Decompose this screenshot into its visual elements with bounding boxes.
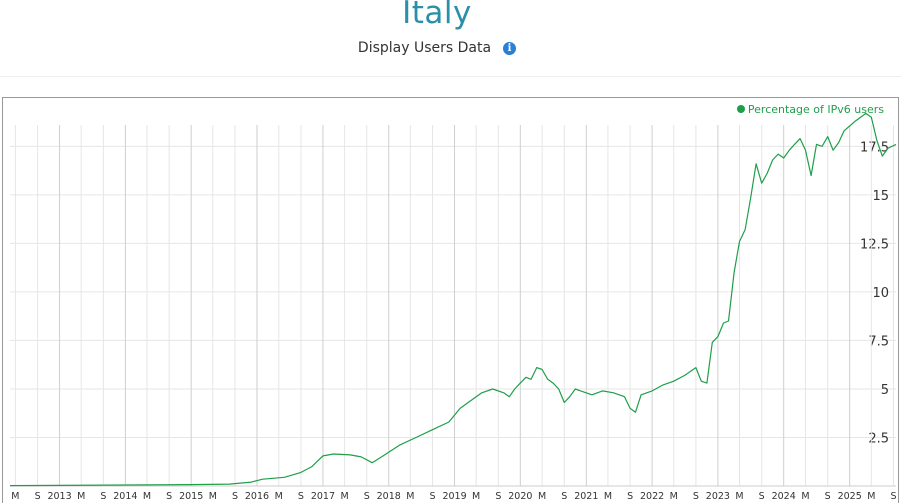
legend-label: Percentage of IPv6 users (747, 103, 884, 116)
x-tick-label: M (406, 491, 414, 502)
x-tick-label: 2018 (377, 491, 401, 502)
y-tick-label: 5 (881, 383, 889, 398)
legend[interactable]: Percentage of IPv6 users (736, 103, 884, 116)
x-tick-label: M (209, 491, 217, 502)
x-tick-label: M (472, 491, 480, 502)
x-tick-label: 2017 (311, 491, 335, 502)
x-tick-label: 2024 (772, 491, 796, 502)
x-tick-label: 2013 (47, 491, 71, 502)
x-tick-label: S (232, 491, 238, 502)
x-tick-label: M (735, 491, 743, 502)
x-tick-label: 2023 (706, 491, 730, 502)
x-tick-label: S (430, 491, 436, 502)
chart-frame (2, 97, 899, 503)
x-tick-label: M (340, 491, 348, 502)
x-tick-label: 2016 (245, 491, 269, 502)
x-tick-label: S (166, 491, 172, 502)
x-tick-label: M (604, 491, 612, 502)
x-tick-label: M (538, 491, 546, 502)
x-tick-label: S (364, 491, 370, 502)
x-tick-label: M (11, 491, 19, 502)
x-tick-label: M (801, 491, 809, 502)
series-line (9, 112, 897, 487)
page-title: Italy (402, 0, 472, 31)
x-tick-label: M (143, 491, 151, 502)
y-tick-label: 12.5 (860, 237, 889, 252)
x-tick-label: S (825, 491, 831, 502)
y-tick-label: 2.5 (868, 431, 889, 446)
x-tick-label: S (35, 491, 41, 502)
y-tick-label: 15 (872, 189, 889, 204)
x-tick-label: M (867, 491, 875, 502)
x-tick-label: M (77, 491, 85, 502)
y-tick-label: 10 (872, 286, 889, 301)
x-tick-label: 2019 (442, 491, 466, 502)
x-tick-label: M (670, 491, 678, 502)
x-tick-label: 2022 (640, 491, 664, 502)
x-tick-label: 2020 (508, 491, 532, 502)
x-tick-label: S (495, 491, 501, 502)
x-tick-label: 2021 (574, 491, 598, 502)
info-circle-icon[interactable]: i (503, 42, 517, 55)
divider (0, 76, 901, 77)
subtitle-row: Display Users Data i (0, 40, 874, 56)
y-tick-label: 17.5 (860, 140, 889, 155)
x-tick-label: S (759, 491, 765, 502)
x-tick-label: 2015 (179, 491, 203, 502)
x-tick-label: M (275, 491, 283, 502)
x-tick-label: S (298, 491, 304, 502)
x-tick-label: S (627, 491, 633, 502)
legend-marker-icon (736, 105, 745, 113)
x-tick-label: S (100, 491, 106, 502)
x-tick-label: S (693, 491, 699, 502)
x-tick-label: 2025 (838, 491, 862, 502)
y-tick-label: 7.5 (868, 334, 889, 349)
subtitle: Display Users Data (357, 40, 492, 56)
x-tick-label: S (890, 491, 896, 502)
x-tick-label: 2014 (113, 491, 137, 502)
x-tick-label: S (561, 491, 567, 502)
